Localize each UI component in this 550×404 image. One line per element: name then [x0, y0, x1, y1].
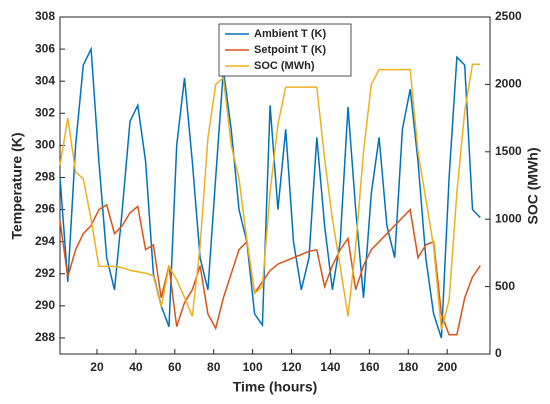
x-tick-label: 100 [243, 360, 263, 374]
y-tick-label: 304 [35, 73, 55, 87]
y-tick-label: 300 [35, 138, 55, 152]
series-line [59, 63, 481, 330]
y2-axis-label: SOC (MWh) [525, 148, 541, 225]
x-tick-label: 60 [168, 360, 182, 374]
x-tick-label: 120 [282, 360, 302, 374]
x-tick-label: 40 [129, 360, 143, 374]
x-axis-label: Time (hours) [233, 379, 318, 395]
x-tick-label: 80 [207, 360, 221, 374]
y-tick-label: 296 [35, 202, 55, 216]
y2-tick-label: 2500 [495, 9, 522, 23]
x-tick-label: 200 [437, 360, 457, 374]
y-tick-label: 290 [35, 298, 55, 312]
y-tick-label: 298 [35, 170, 55, 184]
x-tick-label: 160 [359, 360, 379, 374]
y-tick-label: 288 [35, 330, 55, 344]
x-tick-label: 20 [90, 360, 104, 374]
x-tick-label: 140 [320, 360, 340, 374]
y2-tick-label: 0 [495, 346, 502, 360]
legend-label: Ambient T (K) [254, 28, 326, 40]
series-line [59, 46, 481, 339]
y-tick-label: 308 [35, 9, 55, 23]
series-line [59, 203, 481, 336]
x-tick-label: 180 [398, 360, 418, 374]
legend-label: Setpoint T (K) [254, 44, 326, 56]
legend-label: SOC (MWh) [254, 60, 315, 72]
y-tick-label: 302 [35, 105, 55, 119]
y-axis-label: Temperature (K) [9, 132, 25, 239]
y-tick-label: 294 [35, 234, 55, 248]
y2-tick-label: 2000 [495, 77, 522, 91]
y-tick-label: 292 [35, 266, 55, 280]
y2-tick-label: 1500 [495, 144, 522, 158]
y-tick-label: 306 [35, 41, 55, 55]
y2-tick-label: 500 [495, 279, 515, 293]
y2-tick-label: 1000 [495, 211, 522, 225]
